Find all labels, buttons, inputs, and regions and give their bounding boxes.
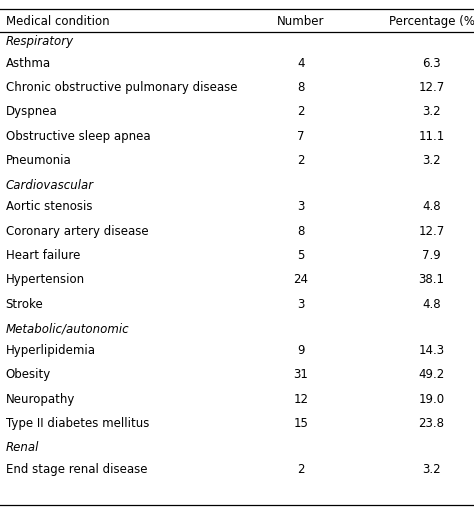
Text: Metabolic/autonomic: Metabolic/autonomic [6,322,129,335]
Text: 6.3: 6.3 [422,56,441,70]
Text: 7.9: 7.9 [422,249,441,262]
Text: 11.1: 11.1 [418,130,445,143]
Text: 15: 15 [293,417,309,430]
Text: Dyspnea: Dyspnea [6,105,57,119]
Text: 2: 2 [297,154,305,167]
Text: Cardiovascular: Cardiovascular [6,179,94,192]
Text: Hyperlipidemia: Hyperlipidemia [6,344,96,357]
Text: 12: 12 [293,392,309,406]
Text: 2: 2 [297,105,305,119]
Text: 4.8: 4.8 [422,200,441,213]
Text: 3.2: 3.2 [422,463,441,476]
Text: 14.3: 14.3 [418,344,445,357]
Text: 12.7: 12.7 [418,224,445,238]
Text: 4: 4 [297,56,305,70]
Text: 8: 8 [297,224,305,238]
Text: Heart failure: Heart failure [6,249,80,262]
Text: 4.8: 4.8 [422,298,441,311]
Text: Type II diabetes mellitus: Type II diabetes mellitus [6,417,149,430]
Text: Obesity: Obesity [6,368,51,381]
Text: Renal: Renal [6,441,39,455]
Text: Obstructive sleep apnea: Obstructive sleep apnea [6,130,150,143]
Text: 7: 7 [297,130,305,143]
Text: 38.1: 38.1 [419,273,444,287]
Text: 31: 31 [293,368,309,381]
Text: Hypertension: Hypertension [6,273,85,287]
Text: Neuropathy: Neuropathy [6,392,75,406]
Text: 24: 24 [293,273,309,287]
Text: 3: 3 [297,298,305,311]
Text: Coronary artery disease: Coronary artery disease [6,224,148,238]
Text: 9: 9 [297,344,305,357]
Text: 3.2: 3.2 [422,154,441,167]
Text: 3.2: 3.2 [422,105,441,119]
Text: Medical condition: Medical condition [6,15,109,29]
Text: Pneumonia: Pneumonia [6,154,72,167]
Text: 2: 2 [297,463,305,476]
Text: 8: 8 [297,81,305,94]
Text: 12.7: 12.7 [418,81,445,94]
Text: Asthma: Asthma [6,56,51,70]
Text: Aortic stenosis: Aortic stenosis [6,200,92,213]
Text: 49.2: 49.2 [418,368,445,381]
Text: Respiratory: Respiratory [6,35,74,48]
Text: 5: 5 [297,249,305,262]
Text: End stage renal disease: End stage renal disease [6,463,147,476]
Text: Stroke: Stroke [6,298,44,311]
Text: Percentage (%): Percentage (%) [389,15,474,29]
Text: 3: 3 [297,200,305,213]
Text: Chronic obstructive pulmonary disease: Chronic obstructive pulmonary disease [6,81,237,94]
Text: 19.0: 19.0 [418,392,445,406]
Text: Number: Number [277,15,325,29]
Text: 23.8: 23.8 [419,417,444,430]
